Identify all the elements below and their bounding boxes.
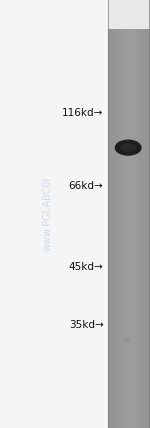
Bar <box>108 0 109 428</box>
Text: 45kd→: 45kd→ <box>69 262 104 273</box>
Text: 35kd→: 35kd→ <box>69 320 104 330</box>
Bar <box>108 0 150 30</box>
Text: 66kd→: 66kd→ <box>69 181 104 191</box>
Ellipse shape <box>115 140 142 156</box>
Text: 116kd→: 116kd→ <box>62 108 104 119</box>
Text: www.PGLABC0l: www.PGLABC0l <box>43 177 53 251</box>
Bar <box>149 0 150 428</box>
Ellipse shape <box>123 337 130 343</box>
Ellipse shape <box>120 144 136 152</box>
Bar <box>108 30 150 428</box>
